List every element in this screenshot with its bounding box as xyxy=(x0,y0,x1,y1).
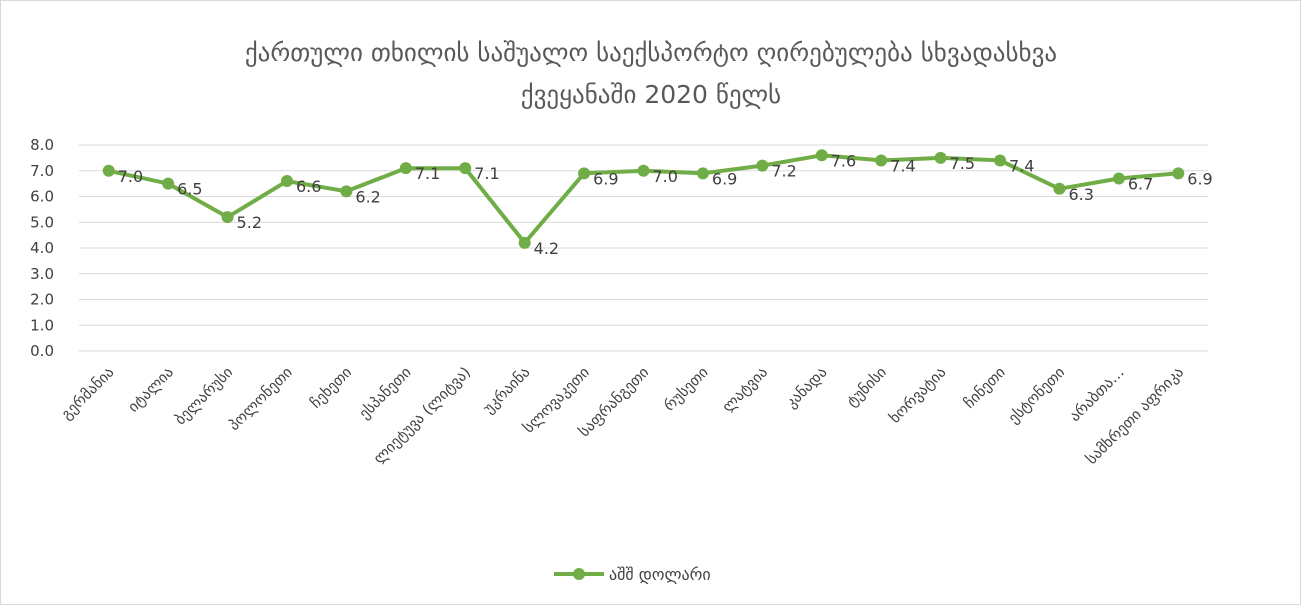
data-label: 6.3 xyxy=(1068,185,1093,204)
x-category-label: პოლონეთი xyxy=(225,363,296,434)
data-label: 6.2 xyxy=(355,187,380,206)
legend-series-name: აშშ დოლარი xyxy=(609,565,711,584)
data-point xyxy=(102,164,115,177)
x-category-label: უკრაინა xyxy=(480,363,534,417)
y-tick-label: 3.0 xyxy=(30,265,54,283)
data-label: 7.6 xyxy=(831,151,856,170)
data-point xyxy=(756,159,769,172)
chart-title-line-1: ქართული თხილის საშუალო საექსპორტო ღირებუ… xyxy=(245,38,1057,67)
gridlines xyxy=(79,144,1208,352)
x-category-label: ესტონეთი xyxy=(1004,363,1068,427)
data-point xyxy=(1112,172,1125,185)
data-point xyxy=(518,236,531,249)
data-point xyxy=(994,154,1007,167)
data-point xyxy=(399,162,412,175)
chart-title-line-2: ქვეყანაში 2020 წელს xyxy=(521,80,781,109)
data-point xyxy=(696,167,709,180)
data-label: 7.4 xyxy=(890,156,915,175)
data-label: 7.2 xyxy=(771,162,796,181)
data-point xyxy=(162,177,175,190)
x-category-label: ჩეხეთი xyxy=(307,363,356,412)
data-label: 7.5 xyxy=(950,154,975,173)
x-category-label: კანადა xyxy=(782,363,831,412)
y-tick-label: 7.0 xyxy=(30,162,54,180)
data-label: 4.2 xyxy=(534,239,559,258)
x-category-label: იტალია xyxy=(124,363,177,416)
data-label: 6.9 xyxy=(1187,169,1212,188)
x-category-label: ლატვია xyxy=(719,363,772,416)
y-tick-label: 4.0 xyxy=(30,239,54,257)
y-tick-label: 1.0 xyxy=(30,316,54,334)
x-category-label: გერმანია xyxy=(57,363,117,423)
data-label: 5.2 xyxy=(237,213,262,232)
chart-title: ქართული თხილის საშუალო საექსპორტო ღირებუ… xyxy=(245,38,1057,109)
data-labels: 7.0 6.5 5.2 6.6 6.2 7.1 7.1 4.2 6.9 7.0 6.9 7.2 7.6 7… xyxy=(118,151,1213,258)
data-label: 6.9 xyxy=(712,169,737,188)
data-point xyxy=(221,211,234,224)
x-category-label: ხორვატია xyxy=(886,363,950,427)
x-category-label: ჩინეთი xyxy=(960,363,1009,412)
x-category-label: ესპანეთი xyxy=(355,363,415,423)
data-label: 6.9 xyxy=(593,169,618,188)
data-label: 6.6 xyxy=(296,177,321,196)
data-point xyxy=(1053,182,1066,195)
data-label: 7.4 xyxy=(1009,156,1034,175)
x-category-label: ტუნისი xyxy=(843,363,890,410)
y-tick-label: 0.0 xyxy=(30,342,54,360)
data-label: 6.7 xyxy=(1128,174,1153,193)
data-point xyxy=(340,185,353,198)
x-category-label: არაბთა… xyxy=(1066,363,1128,425)
legend-series-marker xyxy=(573,568,585,580)
data-label: 7.1 xyxy=(415,164,440,183)
y-axis-tick-labels: 0.0 1.0 2.0 3.0 4.0 5.0 6.0 7.0 8.0 xyxy=(30,136,54,360)
data-point xyxy=(578,167,591,180)
y-tick-label: 5.0 xyxy=(30,213,54,231)
data-point xyxy=(815,149,828,162)
data-point xyxy=(1172,167,1185,180)
data-label: 7.0 xyxy=(653,167,678,186)
legend: აშშ დოლარი xyxy=(554,565,711,584)
data-point xyxy=(459,162,472,175)
data-label: 7.1 xyxy=(474,164,499,183)
series-line xyxy=(102,149,1185,249)
y-tick-label: 6.0 xyxy=(30,188,54,206)
data-point xyxy=(934,151,947,164)
data-point xyxy=(875,154,888,167)
y-tick-label: 8.0 xyxy=(30,136,54,154)
data-point xyxy=(280,175,293,188)
data-label: 7.0 xyxy=(118,167,143,186)
x-category-label: რუსეთი xyxy=(660,363,712,415)
y-tick-label: 2.0 xyxy=(30,291,54,309)
data-point xyxy=(637,164,650,177)
data-label: 6.5 xyxy=(177,180,202,199)
